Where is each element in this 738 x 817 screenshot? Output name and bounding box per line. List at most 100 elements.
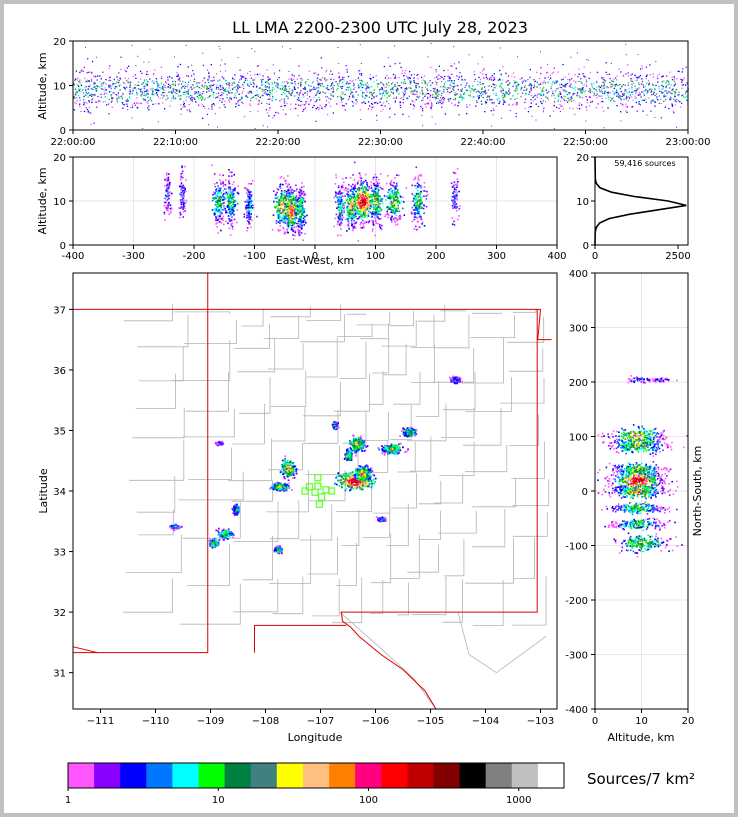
altitude-eastwest-source [340, 209, 343, 211]
altitude-time-source [223, 78, 225, 80]
altitude-time-source [503, 101, 505, 104]
altitude-time-source [447, 98, 449, 101]
altitude-eastwest-source [367, 189, 369, 192]
altitude-time-source [202, 117, 204, 119]
altitude-time-source [429, 93, 431, 96]
altitude-time-source [556, 106, 558, 109]
altitude-time-source [436, 91, 439, 94]
altitude-time-source [528, 84, 530, 87]
altitude-time-source [589, 71, 591, 74]
altitude-time-source [111, 97, 113, 100]
altitude-time-source [119, 77, 121, 79]
altitude-eastwest-source [279, 220, 281, 222]
altitude-eastwest-source [355, 211, 357, 213]
altitude-eastwest-source [248, 189, 250, 191]
altitude-time-source [562, 108, 564, 110]
altitude-eastwest-source [216, 195, 219, 197]
altitude-eastwest-source [340, 222, 343, 225]
altitude-eastwest-source [366, 197, 368, 199]
altitude-eastwest-source [381, 198, 384, 200]
altitude-time-source [192, 84, 194, 86]
altitude-time-source [225, 82, 228, 85]
altitude-time-source [269, 89, 271, 92]
altitude-time-source [640, 96, 642, 98]
altitude-time-source [370, 78, 372, 80]
altitude-time-source [645, 98, 647, 100]
altitude-time-source [140, 87, 143, 90]
altitude-eastwest-source [355, 197, 358, 199]
altitude-eastwest-source [248, 191, 250, 193]
altitude-eastwest-source [294, 213, 296, 215]
altitude-time-source [589, 91, 591, 94]
altitude-time-source [257, 110, 259, 112]
altitude-eastwest-source [350, 185, 353, 188]
altitude-time-source [405, 82, 407, 84]
altitude-time-source [272, 117, 274, 119]
altitude-time-source [635, 90, 637, 92]
altitude-eastwest-source [364, 204, 366, 207]
altitude-time-source [226, 84, 228, 86]
altitude-time-source [421, 90, 423, 92]
altitude-time-source [213, 91, 215, 94]
altitude-time-source [120, 56, 122, 58]
altitude-time-source [233, 87, 235, 89]
altitude-eastwest-source [180, 186, 183, 189]
altitude-time-source [438, 74, 440, 76]
altitude-time-source [298, 74, 300, 77]
altitude-time-source [373, 89, 375, 91]
altitude-eastwest-source [375, 185, 378, 188]
altitude-time-source [661, 91, 663, 94]
altitude-time-source [626, 98, 628, 101]
altitude-time-source [376, 83, 379, 85]
altitude-eastwest-source [376, 197, 378, 200]
altitude-eastwest-source [338, 196, 340, 198]
altitude-time-source [499, 79, 501, 81]
altitude-time-source [442, 100, 444, 103]
altitude-time-source [489, 98, 491, 100]
altitude-time-source [517, 88, 519, 90]
altitude-eastwest-source [296, 188, 298, 191]
altitude-eastwest-source [338, 206, 340, 209]
altitude-time-source [578, 108, 580, 110]
altitude-time-source [534, 98, 536, 101]
altitude-time-source [576, 52, 578, 54]
altitude-time-source [316, 79, 318, 81]
altitude-time-source [336, 89, 338, 91]
altitude-time-source [476, 80, 478, 82]
altitude-time-source [287, 90, 289, 92]
altitude-time-source [304, 92, 306, 94]
altitude-time-source [80, 84, 82, 86]
altitude-time-source [76, 83, 78, 86]
altitude-time-source [143, 81, 146, 83]
altitude-time-source [371, 106, 373, 108]
altitude-eastwest-source [358, 197, 360, 199]
altitude-eastwest-source [280, 206, 282, 209]
altitude-eastwest-source [347, 195, 349, 198]
altitude-time-source [371, 108, 373, 110]
altitude-time-source [342, 78, 344, 80]
altitude-eastwest-source [395, 193, 398, 196]
altitude-eastwest-source [246, 214, 248, 217]
altitude-time-source [544, 82, 546, 84]
altitude-eastwest-source [362, 208, 364, 210]
altitude-time-source [158, 89, 160, 92]
altitude-time-source [146, 101, 148, 103]
altitude-time-source [365, 87, 367, 89]
altitude-eastwest-source [229, 186, 231, 188]
altitude-eastwest-source [250, 200, 252, 202]
altitude-time-source [326, 96, 328, 98]
altitude-time-source [397, 89, 399, 91]
altitude-eastwest-source [371, 200, 373, 202]
altitude-time-source [105, 104, 108, 106]
altitude-eastwest-source [340, 212, 343, 214]
altitude-time-source [484, 89, 486, 91]
altitude-time-source [90, 94, 93, 96]
altitude-time-source [430, 66, 432, 69]
altitude-eastwest-source [182, 187, 184, 189]
altitude-time-source [369, 74, 371, 76]
altitude-time-source [681, 71, 683, 73]
altitude-eastwest-source [390, 184, 392, 186]
altitude-time-source [536, 71, 538, 73]
altitude-time-source [424, 81, 426, 83]
